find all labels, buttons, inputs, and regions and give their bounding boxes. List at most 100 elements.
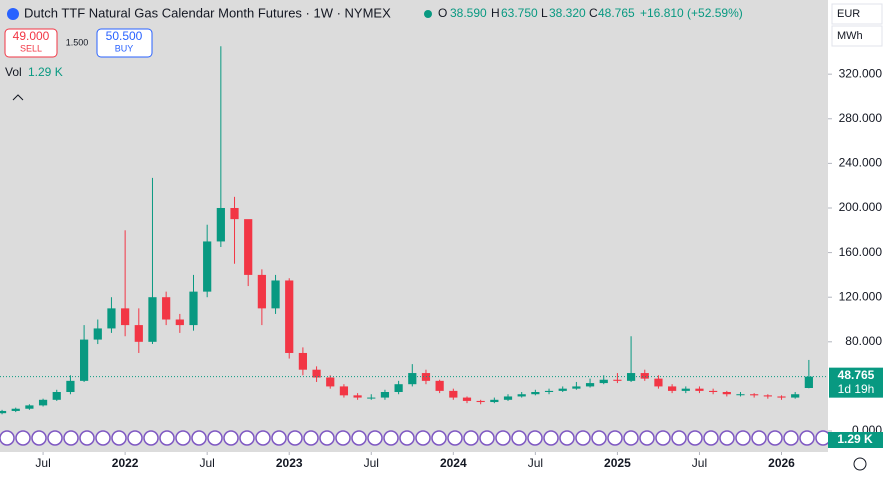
event-icon xyxy=(79,430,95,446)
unit-select[interactable]: MWh xyxy=(831,25,883,47)
y-tick-label: 80.000 xyxy=(845,334,882,348)
candle-body xyxy=(367,397,376,399)
candle-body xyxy=(791,394,800,398)
h-label: H xyxy=(491,6,500,20)
x-tick-label: 2025 xyxy=(604,456,631,470)
buy-label[interactable]: BUY xyxy=(115,43,134,53)
candle-body xyxy=(558,388,567,391)
y-tick-label: 320.000 xyxy=(839,66,883,80)
event-icon xyxy=(495,430,511,446)
o-value: 38.590 xyxy=(450,6,487,20)
time-axis-bg xyxy=(0,452,828,476)
event-icon xyxy=(799,430,815,446)
sell-button[interactable]: 49.000 SELL xyxy=(4,28,58,58)
unit-box[interactable] xyxy=(831,25,883,47)
candle-body xyxy=(107,308,116,329)
title: Dutch TTF Natural Gas Calendar Month Fut… xyxy=(24,5,391,20)
event-icon xyxy=(783,430,799,446)
l-value: 38.320 xyxy=(549,6,586,20)
candle-body xyxy=(175,319,184,326)
event-icon xyxy=(815,430,831,446)
event-icon xyxy=(431,430,447,446)
currency-box[interactable] xyxy=(831,3,883,25)
candle-body xyxy=(394,384,403,393)
event-icon xyxy=(271,430,287,446)
event-icon xyxy=(95,430,111,446)
candle-body xyxy=(736,394,745,396)
candle-body xyxy=(490,399,499,403)
y-tick-label: 280.000 xyxy=(839,111,883,125)
event-icon xyxy=(383,430,399,446)
event-icon xyxy=(415,430,431,446)
event-icon xyxy=(559,430,575,446)
event-icon xyxy=(287,430,303,446)
candle-body xyxy=(66,380,75,393)
candle-body xyxy=(312,369,321,378)
y-tick-label: 240.000 xyxy=(839,156,883,170)
candle-body xyxy=(285,280,294,353)
settings-icon[interactable] xyxy=(853,457,867,471)
event-icon xyxy=(303,430,319,446)
event-icons xyxy=(0,430,831,446)
event-icon xyxy=(751,430,767,446)
candle-body xyxy=(271,280,280,309)
event-icon xyxy=(367,430,383,446)
y-tick-label: 160.000 xyxy=(839,245,883,259)
buy-button[interactable]: 50.500 BUY xyxy=(96,28,153,58)
candle-body xyxy=(93,328,102,340)
status-dot xyxy=(424,10,432,18)
h-value: 63.750 xyxy=(501,6,538,20)
vol-label: Vol xyxy=(5,65,22,79)
candle-body xyxy=(25,405,34,409)
event-icon xyxy=(63,430,79,446)
event-icon xyxy=(207,430,223,446)
currency[interactable]: EUR xyxy=(837,8,860,20)
event-icon xyxy=(47,430,63,446)
candle-body xyxy=(353,395,362,398)
candle-body xyxy=(421,373,431,381)
event-icon xyxy=(0,430,15,446)
event-icon xyxy=(719,430,735,446)
x-tick-label: Jul xyxy=(199,456,214,470)
candle-body xyxy=(640,373,649,379)
candle-body xyxy=(230,207,239,220)
candle-body xyxy=(599,379,608,384)
candle-body xyxy=(804,376,813,388)
x-tick-label: 2023 xyxy=(276,456,303,470)
candle-body xyxy=(722,392,731,395)
event-icon xyxy=(623,430,639,446)
candle-body xyxy=(777,396,786,398)
x-tick-label: 2022 xyxy=(112,456,139,470)
sell-box[interactable] xyxy=(4,28,58,58)
buy-box[interactable] xyxy=(96,28,153,58)
candle-body xyxy=(0,410,7,414)
candle-body xyxy=(216,207,225,242)
change: +16.810 (+52.59%) xyxy=(640,6,743,20)
event-icon xyxy=(447,430,463,446)
sell-label[interactable]: SELL xyxy=(20,43,42,53)
candle-body xyxy=(380,392,390,398)
candle-body xyxy=(11,408,20,411)
x-tick-label: Jul xyxy=(364,456,379,470)
candle-body xyxy=(435,380,444,391)
unit[interactable]: MWh xyxy=(837,30,863,42)
event-icon xyxy=(399,430,415,446)
collapse-icon[interactable] xyxy=(12,94,24,101)
countdown: 1d 19h xyxy=(838,382,875,396)
candle-body xyxy=(531,392,540,395)
event-icon xyxy=(687,430,703,446)
vol-value: 1.29 K xyxy=(28,65,63,79)
marks: 0.00080.000120.000160.000200.000240.0002… xyxy=(0,46,883,470)
c-value: 48.765 xyxy=(598,6,635,20)
candle-body xyxy=(695,388,704,391)
event-icon xyxy=(703,430,719,446)
currency-select[interactable]: EUR xyxy=(831,3,883,25)
candle-body xyxy=(203,241,212,292)
candle-body xyxy=(709,390,718,393)
sell-price[interactable]: 49.000 xyxy=(13,29,50,43)
buy-price[interactable]: 50.500 xyxy=(106,29,143,43)
event-icon xyxy=(223,430,239,446)
c-label: C xyxy=(589,6,598,20)
